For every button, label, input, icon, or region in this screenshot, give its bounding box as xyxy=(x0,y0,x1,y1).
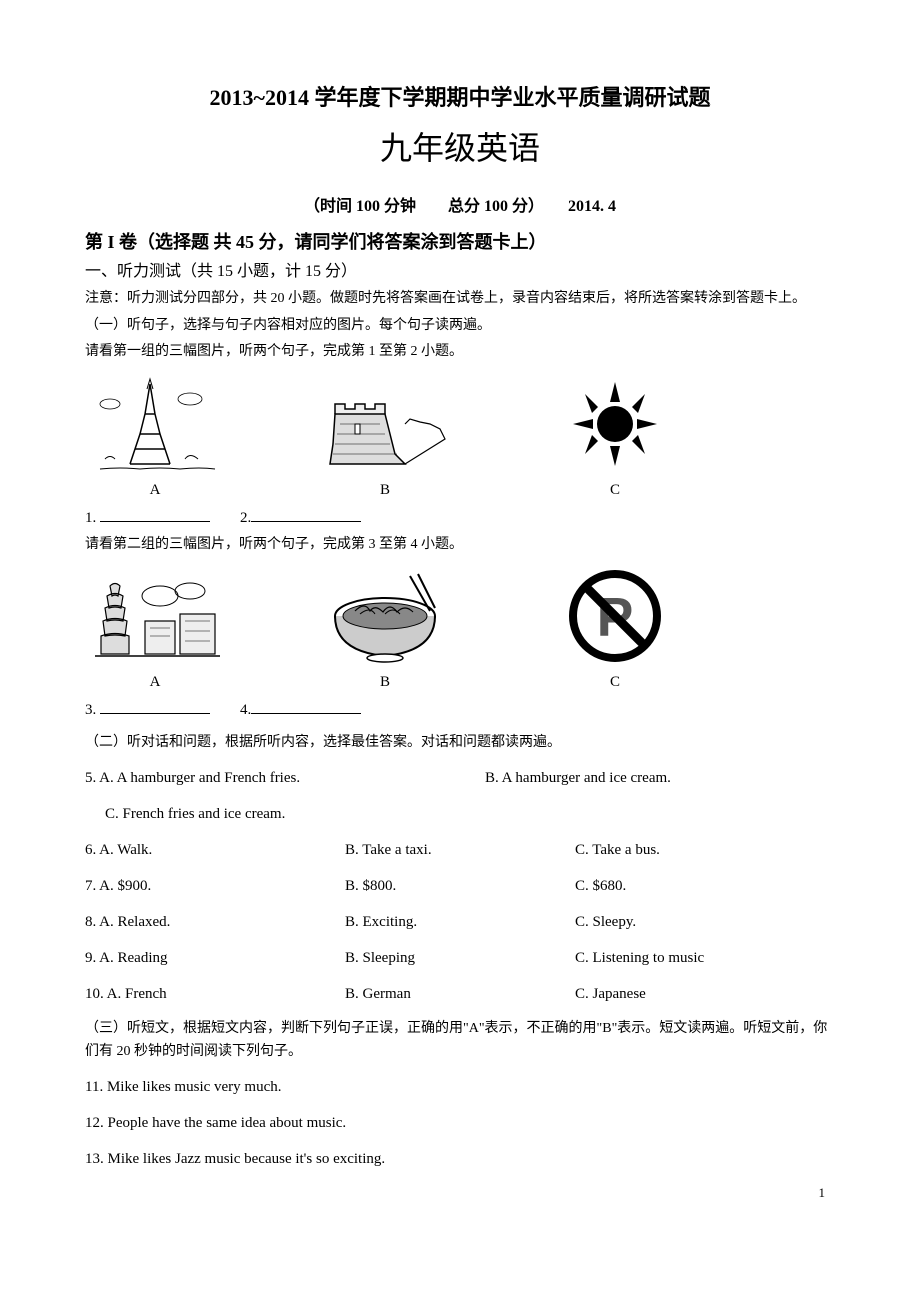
meta-line: （时间 100 分钟 总分 100 分） 2014. 4 xyxy=(85,194,835,220)
sub2-instruction: （二）听对话和问题，根据所听内容，选择最佳答案。对话和问题都读两遍。 xyxy=(85,732,835,754)
group2-intro: 请看第二组的三幅图片，听两个句子，完成第 3 至第 4 小题。 xyxy=(85,534,835,556)
question-12: 12. People have the same idea about musi… xyxy=(85,1111,835,1135)
q5-b: B. A hamburger and ice cream. xyxy=(485,766,671,790)
title-sub: 九年级英语 xyxy=(85,123,835,174)
q9-c: C. Listening to music xyxy=(575,946,755,970)
q8-b: B. Exciting. xyxy=(345,910,575,934)
image-label: B xyxy=(380,478,390,502)
question-6: 6. A. Walk. B. Take a taxi. C. Take a bu… xyxy=(85,838,835,862)
image-cell: C xyxy=(545,374,685,502)
title-main: 2013~2014 学年度下学期期中学业水平质量调研试题 xyxy=(85,80,835,115)
section1-title: 一、听力测试（共 15 小题，计 15 分） xyxy=(85,259,835,285)
q10-a: 10. A. French xyxy=(85,982,345,1006)
q6-a: 6. A. Walk. xyxy=(85,838,345,862)
question-11: 11. Mike likes music very much. xyxy=(85,1075,835,1099)
blanks-1-2: 1. 2. xyxy=(85,506,835,530)
listening-note: 注意：听力测试分四部分，共 20 小题。做题时先将答案画在试卷上，录音内容结束后… xyxy=(85,288,835,310)
image-label: C xyxy=(610,478,620,502)
image-label: A xyxy=(150,670,161,694)
image-cell: A xyxy=(85,374,225,502)
q9-a: 9. A. Reading xyxy=(85,946,345,970)
page-number: 1 xyxy=(819,1183,826,1204)
image-row-2: A B P C xyxy=(85,566,835,694)
image-row-1: A B xyxy=(85,374,835,502)
image-cell: B xyxy=(315,374,455,502)
image-label: B xyxy=(380,670,390,694)
question-9: 9. A. Reading B. Sleeping C. Listening t… xyxy=(85,946,835,970)
great-wall-icon xyxy=(315,374,455,474)
q6-c: C. Take a bus. xyxy=(575,838,755,862)
image-cell: A xyxy=(85,566,225,694)
question-8: 8. A. Relaxed. B. Exciting. C. Sleepy. xyxy=(85,910,835,934)
image-label: A xyxy=(150,478,161,502)
part1-header: 第 I 卷（选择题 共 45 分，请同学们将答案涂到答题卡上） xyxy=(85,228,835,257)
question-7: 7. A. $900. B. $800. C. $680. xyxy=(85,874,835,898)
image-label: C xyxy=(610,670,620,694)
eiffel-tower-icon xyxy=(85,374,225,474)
sun-icon xyxy=(545,374,685,474)
q6-b: B. Take a taxi. xyxy=(345,838,575,862)
group1-intro: 请看第一组的三幅图片，听两个句子，完成第 1 至第 2 小题。 xyxy=(85,341,835,363)
q10-b: B. German xyxy=(345,982,575,1006)
q7-a: 7. A. $900. xyxy=(85,874,345,898)
image-cell: P C xyxy=(545,566,685,694)
no-parking-sign-icon: P xyxy=(545,566,685,666)
q9-b: B. Sleeping xyxy=(345,946,575,970)
pagoda-city-icon xyxy=(85,566,225,666)
noodles-bowl-icon xyxy=(315,566,455,666)
question-10: 10. A. French B. German C. Japanese xyxy=(85,982,835,1006)
question-5-ab: 5. A. A hamburger and French fries. B. A… xyxy=(85,766,835,790)
q7-c: C. $680. xyxy=(575,874,755,898)
image-cell: B xyxy=(315,566,455,694)
q7-b: B. $800. xyxy=(345,874,575,898)
sub3-instruction: （三）听短文，根据短文内容，判断下列句子正误，正确的用"A"表示，不正确的用"B… xyxy=(85,1018,835,1063)
blanks-3-4: 3. 4. xyxy=(85,698,835,722)
q5-c: C. French fries and ice cream. xyxy=(105,802,835,826)
q5-a: 5. A. A hamburger and French fries. xyxy=(85,766,485,790)
q8-c: C. Sleepy. xyxy=(575,910,755,934)
q8-a: 8. A. Relaxed. xyxy=(85,910,345,934)
question-13: 13. Mike likes Jazz music because it's s… xyxy=(85,1147,835,1171)
sub1-instruction: （一）听句子，选择与句子内容相对应的图片。每个句子读两遍。 xyxy=(85,315,835,337)
q10-c: C. Japanese xyxy=(575,982,755,1006)
